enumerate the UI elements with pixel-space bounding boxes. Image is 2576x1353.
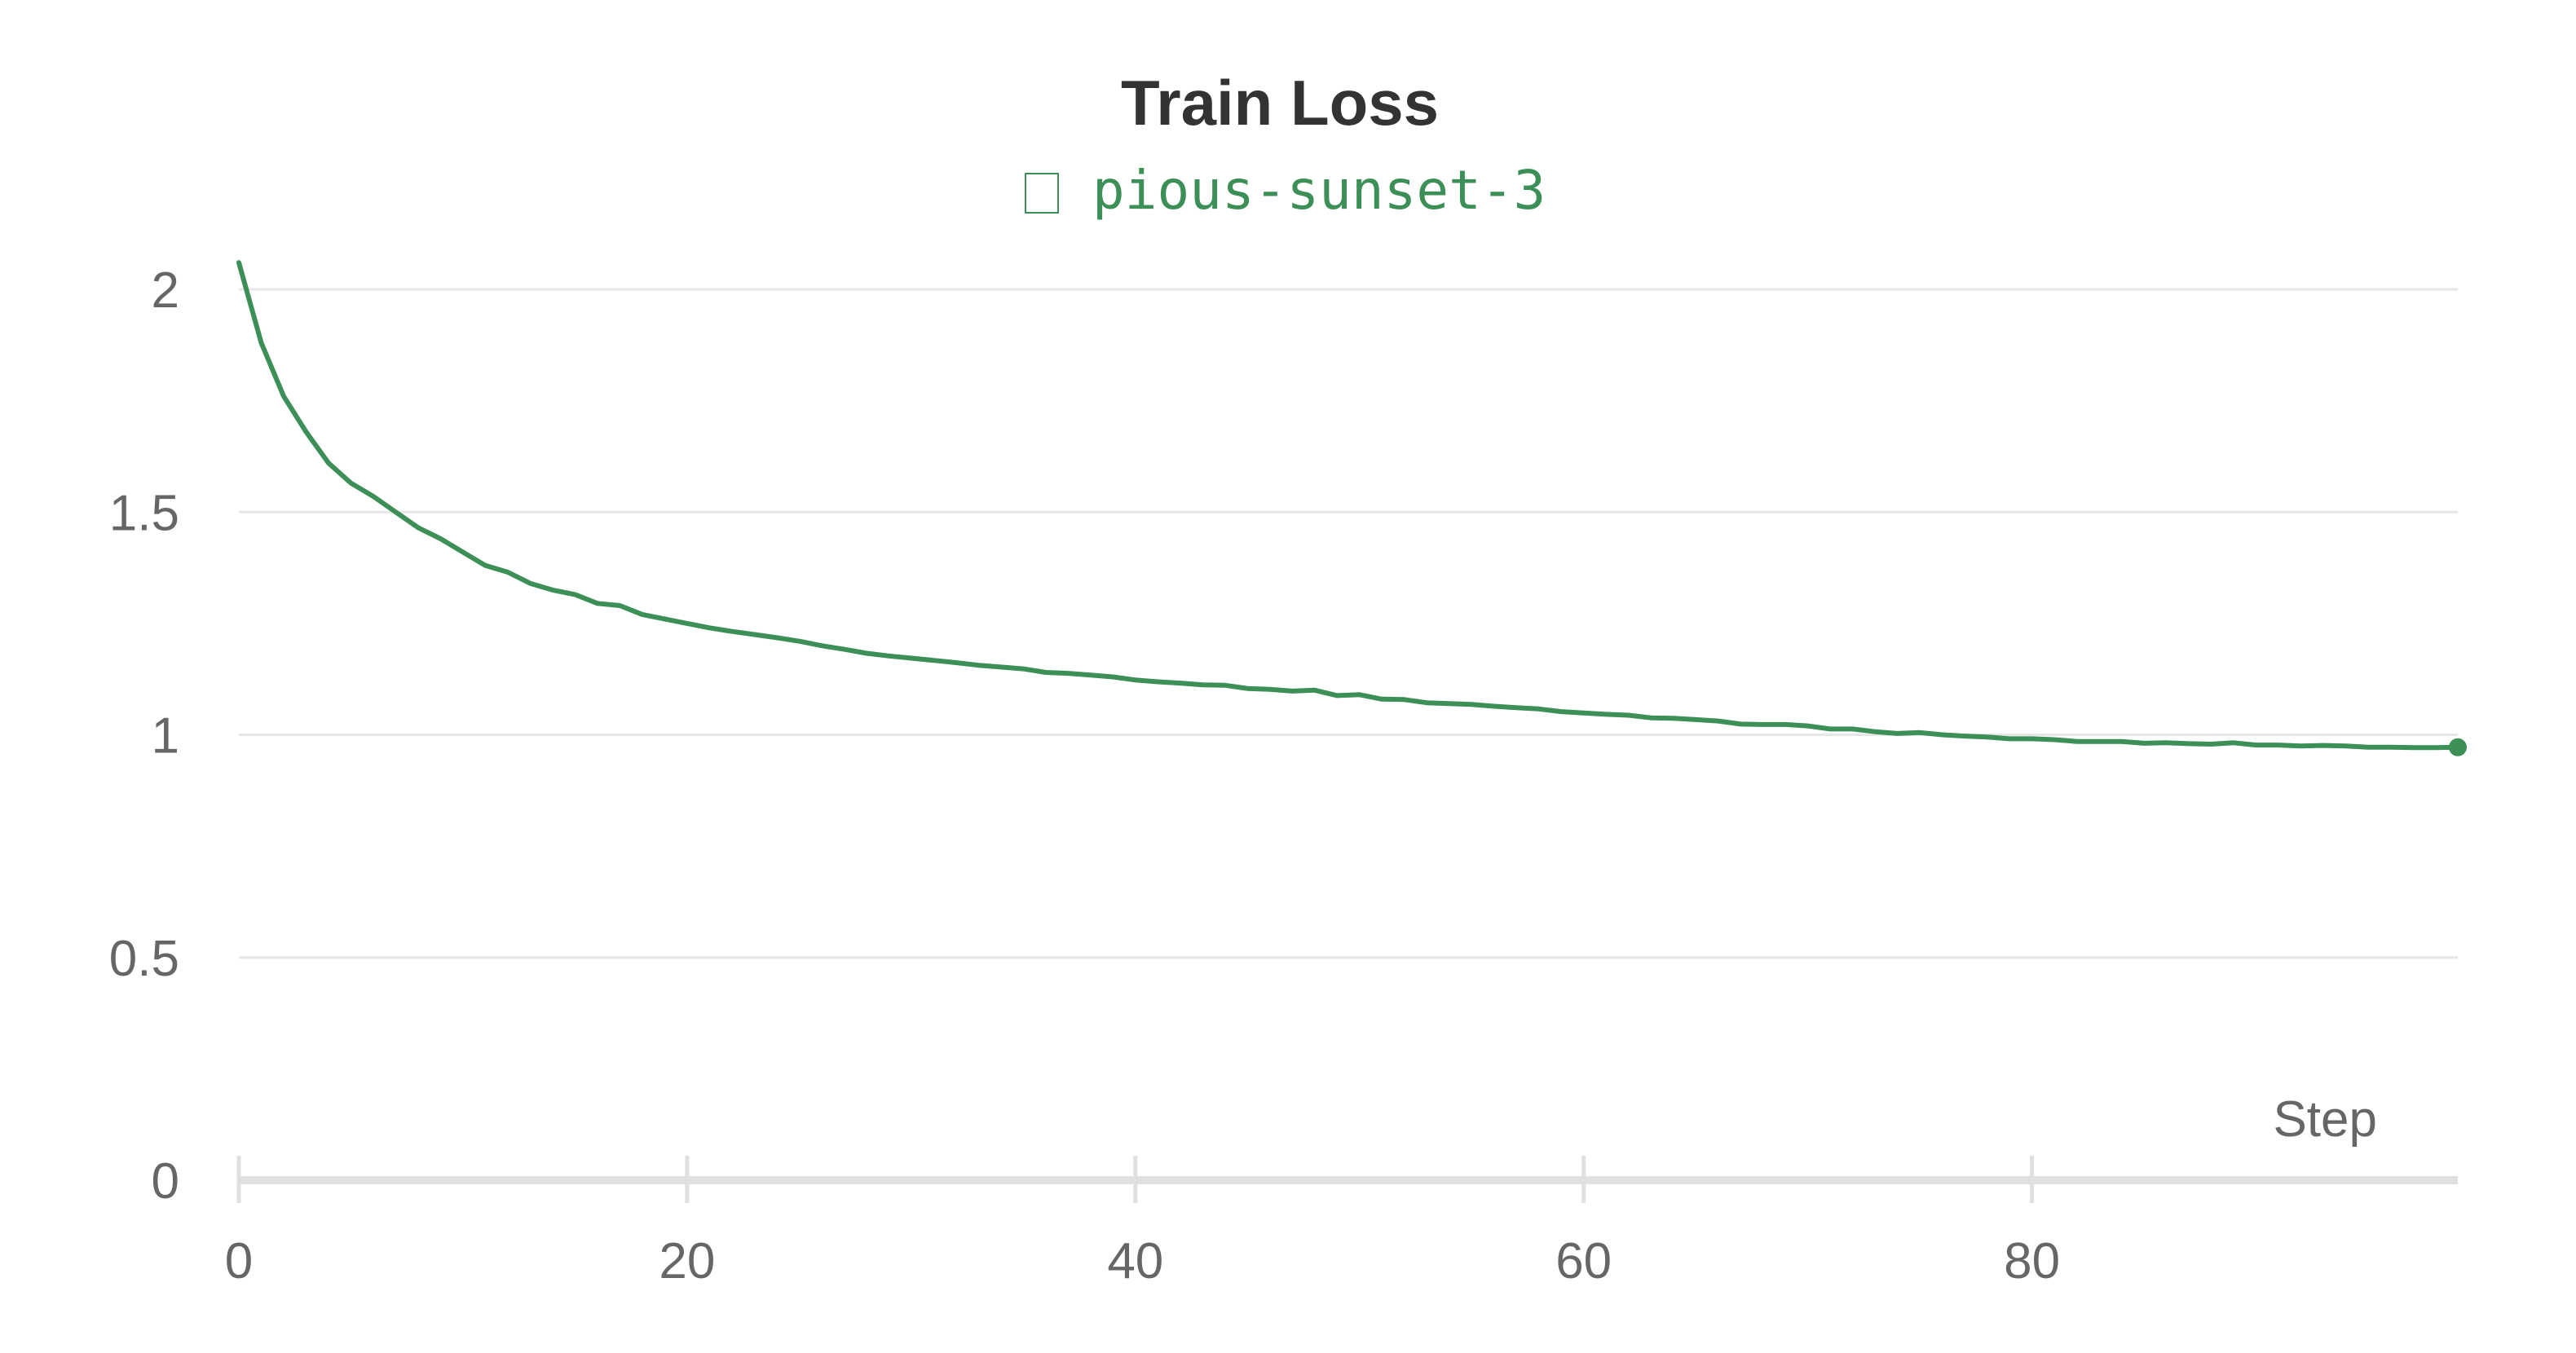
x-tick-label-60: 60: [1555, 1233, 1612, 1289]
series-layer: [236, 260, 2467, 756]
series-last-point-marker: [2449, 738, 2467, 756]
x-tick-label-20: 20: [659, 1233, 715, 1289]
legend-entry-label: pious-sunset-3: [1092, 159, 1546, 222]
series-line-pious-sunset-3: [236, 260, 2460, 751]
y-tick-label-2: 2: [152, 262, 179, 319]
run-color-swatch-icon: [1025, 173, 1059, 214]
y-tick-label-1-5: 1.5: [109, 485, 179, 541]
x-tick-label-80: 80: [2004, 1233, 2060, 1289]
x-tick-label-40: 40: [1107, 1233, 1163, 1289]
y-tick-label-0-5: 0.5: [109, 931, 179, 987]
x-axis: [236, 1156, 2458, 1203]
y-axis-tick-labels: 0 0.5 1 1.5 2: [109, 262, 179, 1210]
x-axis-label: Step: [2273, 1091, 2377, 1148]
y-tick-label-1: 1: [152, 708, 179, 765]
x-axis-tick-labels: 0 20 40 60 80: [225, 1233, 2060, 1289]
y-tick-label-0: 0: [152, 1153, 179, 1210]
grid-lines: [239, 288, 2458, 959]
x-tick-label-0: 0: [225, 1233, 253, 1289]
legend: pious-sunset-3: [1025, 159, 1546, 222]
chart-title: Train Loss: [1121, 67, 1439, 139]
